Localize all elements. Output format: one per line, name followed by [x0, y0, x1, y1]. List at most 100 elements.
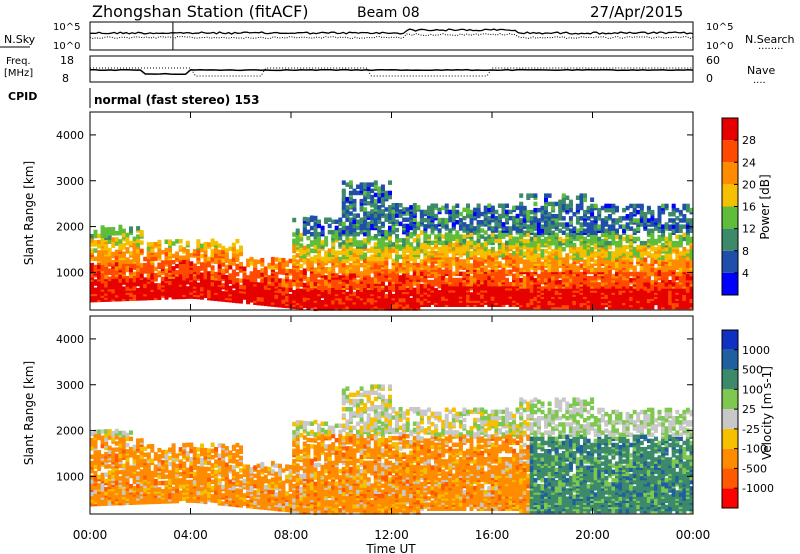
echo-cell — [487, 207, 492, 213]
echo-cell — [611, 265, 616, 271]
echo-cell — [380, 229, 385, 235]
echo-cell — [558, 199, 563, 205]
echo-cell — [678, 228, 683, 233]
echo-cell — [547, 245, 552, 250]
echo-cell — [508, 269, 513, 274]
echo-cell — [661, 261, 666, 266]
echo-cell — [341, 240, 346, 245]
echo-cell — [618, 251, 623, 256]
echo-cell — [90, 248, 94, 253]
echo-cell — [203, 285, 208, 290]
echo-cell — [685, 228, 690, 233]
echo-cell — [104, 231, 109, 236]
echo-cell — [668, 232, 673, 238]
colorbar-tick-label: 8 — [742, 245, 749, 258]
echo-cell — [324, 306, 329, 311]
echo-cell — [675, 249, 680, 254]
echo-cell — [600, 224, 605, 229]
echo-cell — [480, 234, 485, 239]
echo-cell — [274, 277, 279, 283]
echo-cell — [278, 261, 282, 267]
echo-cell — [380, 184, 385, 189]
echo-cell — [412, 238, 417, 243]
echo-cell — [675, 265, 680, 271]
echo-cell — [143, 277, 148, 282]
echo-cell — [473, 294, 478, 299]
echo-cell — [490, 265, 495, 270]
echo-cell — [398, 203, 403, 208]
echo-cell — [607, 224, 612, 229]
echo-cell — [384, 269, 389, 274]
echo-cell — [654, 218, 658, 223]
freq-tick-top: 18 — [60, 54, 74, 67]
echo-cell — [654, 253, 658, 258]
echo-cell — [150, 273, 155, 278]
echo-cell — [575, 278, 580, 283]
echo-cell — [164, 260, 169, 265]
echo-cell — [132, 277, 137, 283]
echo-cell — [444, 267, 449, 272]
echo-cell — [487, 220, 492, 225]
echo-cell — [302, 245, 307, 251]
echo-cell — [388, 180, 392, 185]
echo-cell — [487, 275, 492, 281]
echo-cell — [494, 215, 499, 221]
echo-cell — [299, 263, 304, 269]
echo-cell — [689, 218, 694, 223]
echo-cell — [604, 294, 609, 299]
echo-cell — [593, 300, 598, 306]
echo-cell — [409, 205, 414, 210]
echo-cell — [125, 238, 130, 244]
echo-cell — [650, 232, 655, 238]
echo-cell — [451, 242, 456, 248]
echo-cell — [380, 246, 385, 251]
echo-cell — [466, 207, 470, 213]
echo-cell — [203, 264, 208, 270]
echo-cell — [434, 234, 439, 239]
echo-cell — [558, 280, 563, 285]
echo-cell — [579, 201, 584, 207]
echo-cell — [586, 275, 591, 281]
echo-cell — [189, 269, 194, 274]
echo-cell — [490, 246, 495, 252]
echo-cell — [391, 258, 396, 264]
echo-cell — [607, 203, 612, 209]
echo-cell — [221, 245, 226, 251]
echo-cell — [267, 289, 272, 295]
echo-cell — [476, 234, 481, 239]
echo-cell — [104, 243, 109, 249]
echo-cell — [675, 302, 680, 308]
echo-cell — [561, 230, 566, 235]
echo-cell — [370, 188, 375, 194]
echo-cell — [668, 298, 673, 304]
echo-cell — [419, 283, 424, 289]
echo-cell — [505, 203, 509, 208]
echo-cell — [384, 242, 389, 247]
echo-cell — [192, 263, 197, 268]
echo-cell — [540, 205, 545, 211]
echo-cell — [217, 274, 222, 279]
echo-cell — [625, 214, 630, 219]
echo-cell — [196, 239, 201, 244]
echo-cell — [246, 275, 251, 280]
echo-cell — [231, 242, 236, 248]
echo-cell — [338, 236, 343, 241]
echo-cell — [586, 228, 591, 233]
echo-cell — [654, 275, 658, 281]
echo-cell — [224, 248, 229, 253]
echo-cell — [246, 279, 251, 284]
echo-cell — [427, 234, 431, 239]
echo-cell — [242, 280, 247, 286]
echo-cell — [359, 262, 364, 268]
echo-cell — [590, 197, 595, 202]
echo-cell — [90, 267, 94, 272]
colorbar-swatch — [722, 162, 738, 185]
echo-cell — [164, 268, 169, 273]
echo-cell — [615, 300, 619, 306]
echo-cell — [377, 225, 382, 231]
echo-cell — [427, 265, 431, 270]
echo-cell — [90, 446, 94, 451]
echo-cell — [111, 288, 116, 294]
echo-cell — [490, 205, 495, 211]
echo-cell — [136, 238, 141, 243]
